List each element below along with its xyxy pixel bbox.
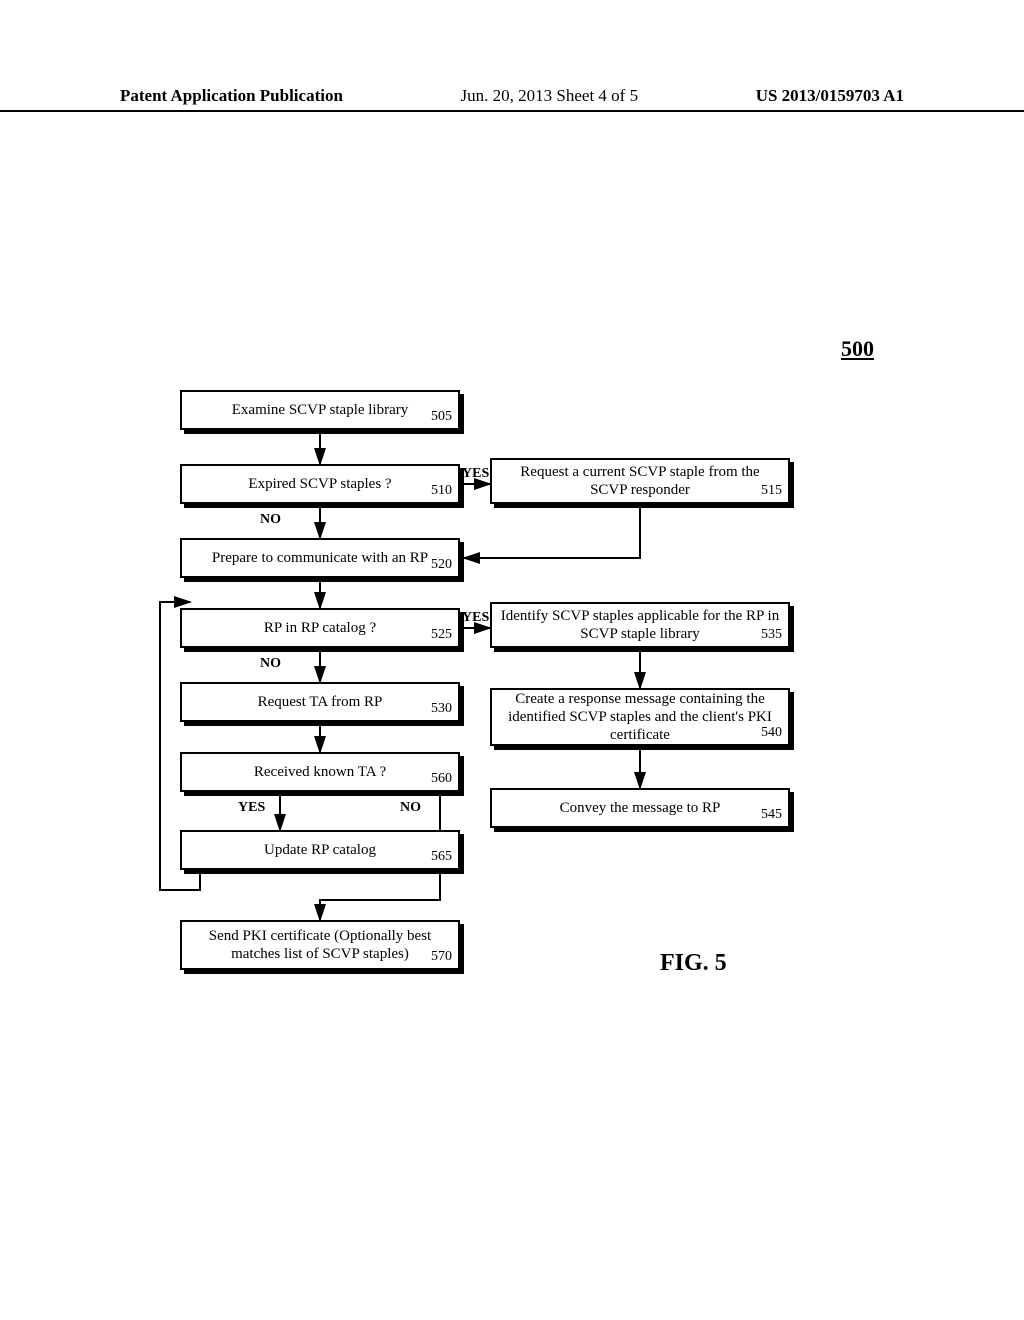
node-ref: 545 — [761, 807, 782, 824]
node-ref: 535 — [761, 627, 782, 644]
edge-label: YES — [238, 800, 265, 816]
node-ref: 515 — [761, 483, 782, 500]
figure-label: FIG. 5 — [660, 950, 727, 977]
node-ref: 520 — [431, 557, 452, 574]
node-text: Received known TA ? — [254, 763, 386, 781]
edge-label: NO — [260, 512, 281, 528]
flowchart-node-515: Request a current SCVP staple from the S… — [490, 458, 790, 504]
node-ref: 505 — [431, 409, 452, 426]
node-text: Identify SCVP staples applicable for the… — [500, 607, 780, 643]
flowchart-node-565: Update RP catalog 565 — [180, 830, 460, 870]
node-text: Prepare to communicate with an RP — [212, 549, 428, 567]
node-ref: 540 — [761, 725, 782, 742]
node-ref: 530 — [431, 701, 452, 718]
node-ref: 570 — [431, 949, 452, 966]
header-left: Patent Application Publication — [120, 86, 343, 106]
node-text: Send PKI certificate (Optionally best ma… — [190, 927, 450, 963]
header-right: US 2013/0159703 A1 — [756, 86, 904, 106]
node-text: Expired SCVP staples ? — [248, 475, 391, 493]
edge-label: NO — [400, 800, 421, 816]
header-center: Jun. 20, 2013 Sheet 4 of 5 — [461, 86, 639, 106]
node-text: RP in RP catalog ? — [264, 619, 376, 637]
edge-label: YES — [462, 610, 489, 626]
flowchart-node-560: Received known TA ? 560 — [180, 752, 460, 792]
node-text: Request a current SCVP staple from the S… — [500, 463, 780, 499]
flowchart-node-530: Request TA from RP 530 — [180, 682, 460, 722]
node-ref: 565 — [431, 849, 452, 866]
node-text: Update RP catalog — [264, 841, 376, 859]
flowchart-node-545: Convey the message to RP 545 — [490, 788, 790, 828]
node-text: Convey the message to RP — [560, 799, 721, 817]
node-ref: 525 — [431, 627, 452, 644]
node-ref: 510 — [431, 483, 452, 500]
flowchart-node-540: Create a response message containing the… — [490, 688, 790, 746]
flowchart-node-535: Identify SCVP staples applicable for the… — [490, 602, 790, 648]
flowchart-node-520: Prepare to communicate with an RP520 — [180, 538, 460, 578]
flowchart-node-510: Expired SCVP staples ? 510 — [180, 464, 460, 504]
flowchart: Examine SCVP staple library 505 Expired SC… — [140, 390, 900, 1010]
flowchart-node-525: RP in RP catalog ? 525 — [180, 608, 460, 648]
figure-number: 500 — [841, 336, 874, 362]
flowchart-node-570: Send PKI certificate (Optionally best ma… — [180, 920, 460, 970]
node-ref: 560 — [431, 771, 452, 788]
edge-label: YES — [462, 466, 489, 482]
node-text: Examine SCVP staple library — [232, 401, 409, 419]
edge-label: NO — [260, 656, 281, 672]
flowchart-node-505: Examine SCVP staple library 505 — [180, 390, 460, 430]
node-text: Create a response message containing the… — [500, 690, 780, 744]
node-text: Request TA from RP — [258, 693, 383, 711]
